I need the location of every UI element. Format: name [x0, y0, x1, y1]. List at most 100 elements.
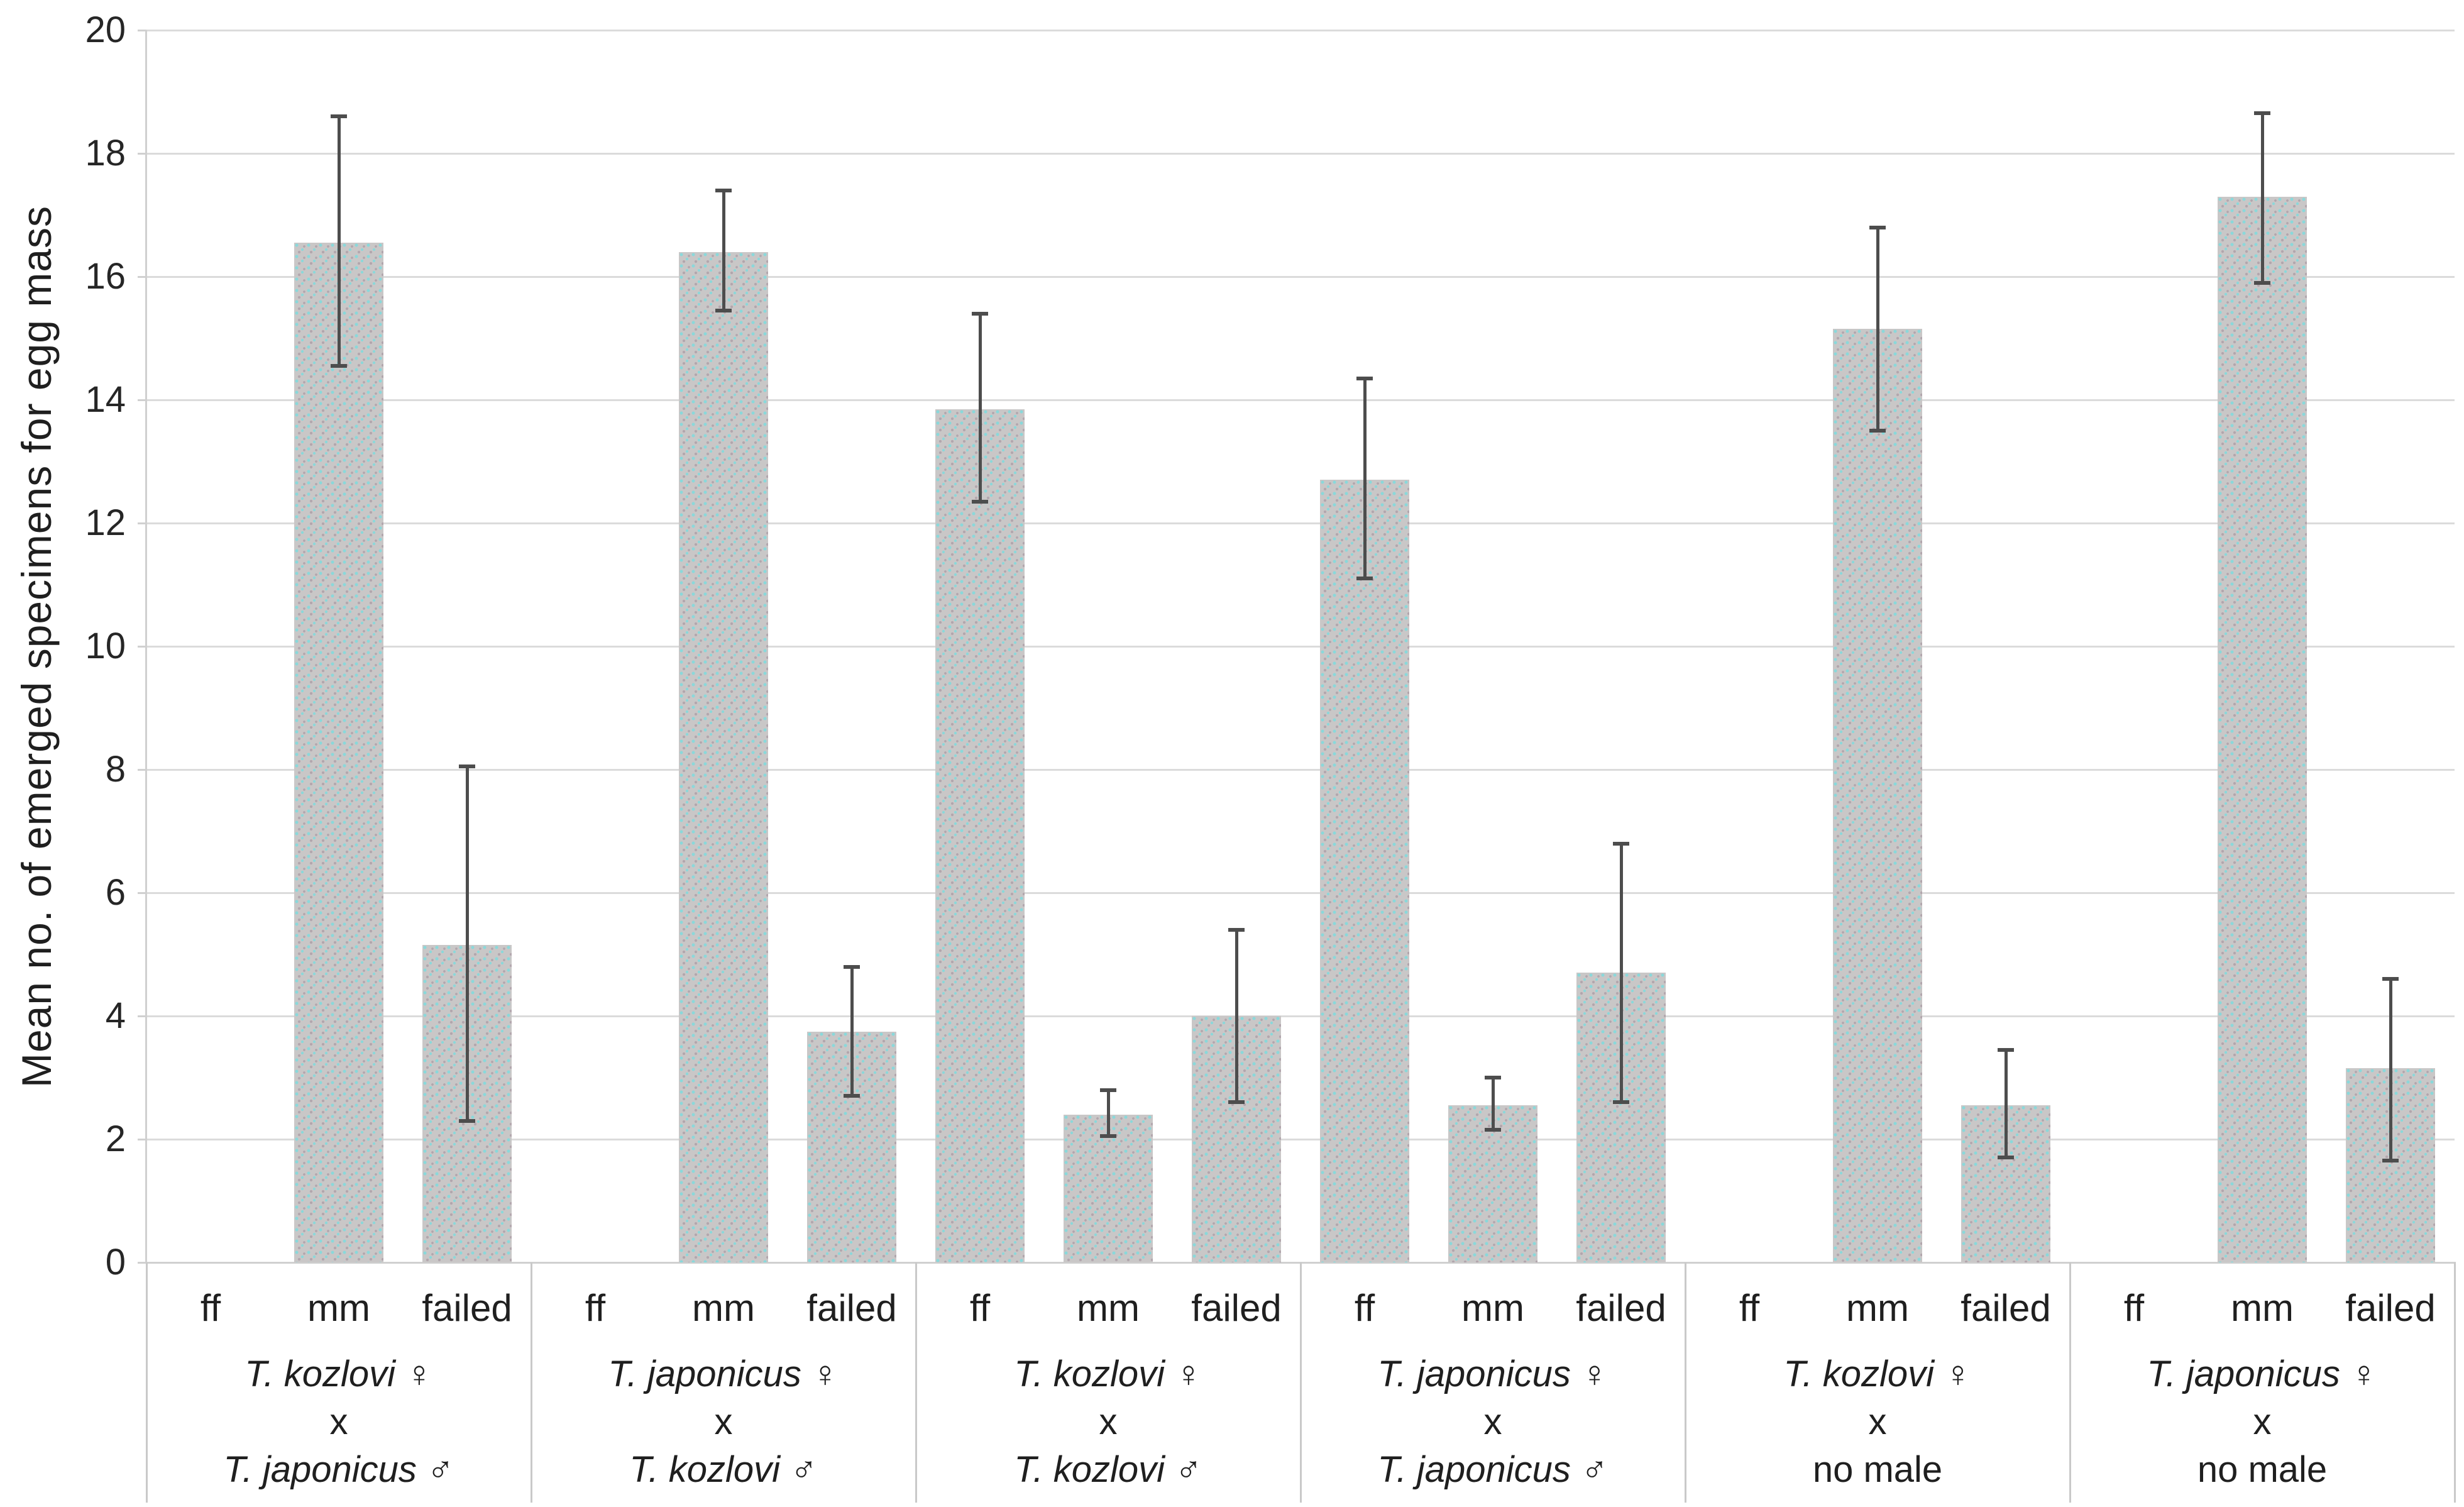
bar-failed-group-5 — [1961, 1105, 2050, 1262]
group-divider-0 — [146, 1262, 148, 1503]
group-label-male: T. kozlovi ♂ — [629, 1449, 818, 1490]
x-category-label: mm — [307, 1287, 370, 1329]
error-bar-cap-top — [459, 765, 475, 769]
gridline-14 — [146, 399, 2455, 401]
bar-ff-group-4 — [1320, 480, 1409, 1262]
x-category-label: failed — [806, 1287, 897, 1329]
y-tick-label-4: 4 — [105, 995, 126, 1036]
error-bar-line — [1235, 929, 1238, 1103]
error-bar-cap-bottom — [331, 364, 347, 368]
group-divider-6 — [2454, 1262, 2456, 1503]
y-tick-mark-0 — [138, 1262, 146, 1264]
x-category-label: ff — [2123, 1287, 2145, 1329]
error-bar-cap-top — [1100, 1088, 1116, 1092]
error-bar-cap-bottom — [1869, 429, 1886, 433]
error-bar-cap-bottom — [1485, 1128, 1501, 1132]
error-bar-cap-bottom — [844, 1094, 860, 1098]
x-category-label: mm — [1846, 1287, 1909, 1329]
group-label-female: T. japonicus ♀ — [1377, 1354, 1609, 1394]
error-bar-line — [1106, 1090, 1110, 1137]
x-category-label: ff — [585, 1287, 606, 1329]
y-tick-mark-12 — [138, 522, 146, 524]
error-bar-line — [337, 116, 341, 367]
x-category-label: mm — [1461, 1287, 1524, 1329]
group-divider-5 — [2069, 1262, 2071, 1503]
y-tick-mark-8 — [138, 769, 146, 771]
group-label-cross: x — [1099, 1401, 1118, 1442]
group-label-female: T. japonicus ♀ — [608, 1354, 839, 1394]
error-bar-cap-bottom — [972, 499, 988, 504]
error-bar-cap-top — [1485, 1076, 1501, 1079]
group-label-male: T. kozlovi ♂ — [1014, 1449, 1202, 1490]
error-bar-cap-top — [1613, 841, 1629, 846]
group-divider-3 — [1300, 1262, 1302, 1503]
error-bar-line — [1491, 1078, 1495, 1130]
error-bar-cap-top — [715, 188, 732, 192]
error-bar-cap-top — [972, 311, 988, 316]
x-category-label: ff — [1739, 1287, 1760, 1329]
y-tick-label-8: 8 — [105, 749, 126, 790]
gridline-18 — [146, 153, 2455, 155]
x-category-label: failed — [422, 1287, 512, 1329]
bar-failed-group-2 — [807, 1031, 896, 1262]
x-category-label: failed — [2345, 1287, 2436, 1329]
error-bar-cap-top — [1998, 1047, 2014, 1052]
error-bar-cap-top — [331, 114, 347, 119]
y-tick-label-16: 16 — [85, 256, 126, 297]
error-bar-line — [850, 966, 854, 1096]
bar-ff-group-3 — [935, 409, 1025, 1262]
error-bar-cap-top — [1356, 376, 1373, 380]
bar-mm-group-2 — [679, 251, 768, 1262]
y-tick-label-20: 20 — [85, 9, 126, 50]
group-label-female: T. japonicus ♀ — [2147, 1354, 2378, 1394]
group-label-male: no male — [1812, 1449, 1943, 1490]
error-bar-cap-bottom — [715, 308, 732, 312]
group-label-male: no male — [2197, 1449, 2328, 1490]
x-category-label: mm — [692, 1287, 755, 1329]
error-bar-cap-bottom — [459, 1118, 475, 1123]
y-tick-mark-14 — [138, 399, 146, 401]
group-divider-1 — [531, 1262, 532, 1503]
error-bar-line — [1619, 843, 1623, 1103]
error-bar-line — [2004, 1049, 2008, 1158]
gridline-10 — [146, 646, 2455, 648]
error-bar-line — [465, 766, 469, 1121]
error-bar-cap-top — [1869, 225, 1886, 229]
y-tick-mark-16 — [138, 276, 146, 278]
y-tick-mark-20 — [138, 30, 146, 31]
error-bar-cap-top — [844, 964, 860, 969]
group-label-6: T. japonicus ♀ x no male — [2070, 1350, 2455, 1494]
gridline-2 — [146, 1139, 2455, 1140]
group-label-female: T. kozlovi ♀ — [1014, 1354, 1202, 1394]
y-tick-label-18: 18 — [85, 133, 126, 174]
error-bar-cap-top — [2254, 111, 2270, 116]
y-tick-label-14: 14 — [85, 379, 126, 420]
x-category-label: mm — [2231, 1287, 2294, 1329]
group-label-cross: x — [1868, 1401, 1887, 1442]
gridline-20 — [146, 30, 2455, 31]
error-bar-line — [2389, 979, 2392, 1161]
x-category-label: ff — [200, 1287, 221, 1329]
y-tick-label-6: 6 — [105, 872, 126, 913]
group-label-male: T. japonicus ♂ — [223, 1449, 454, 1490]
group-label-1: T. kozlovi ♀ x T. japonicus ♂ — [146, 1350, 531, 1494]
error-bar-cap-top — [1228, 927, 1245, 932]
bar-mm-group-3 — [1064, 1114, 1153, 1262]
gridline-16 — [146, 276, 2455, 278]
y-tick-label-2: 2 — [105, 1118, 126, 1159]
bar-mm-group-5 — [1833, 329, 1922, 1262]
gridline-12 — [146, 522, 2455, 524]
error-bar-cap-bottom — [1228, 1100, 1245, 1105]
group-label-cross: x — [1483, 1401, 1502, 1442]
bar-mm-group-6 — [2218, 196, 2307, 1262]
error-bar-cap-bottom — [2254, 280, 2270, 285]
group-label-cross: x — [329, 1401, 348, 1442]
group-label-male: T. japonicus ♂ — [1377, 1449, 1609, 1490]
error-bar-line — [722, 190, 725, 311]
y-tick-mark-2 — [138, 1139, 146, 1140]
error-bar-cap-top — [2382, 977, 2399, 981]
group-label-4: T. japonicus ♀ x T. japonicus ♂ — [1301, 1350, 1685, 1494]
group-label-5: T. kozlovi ♀ x no male — [1685, 1350, 2070, 1494]
bar-mm-group-4 — [1448, 1105, 1537, 1262]
